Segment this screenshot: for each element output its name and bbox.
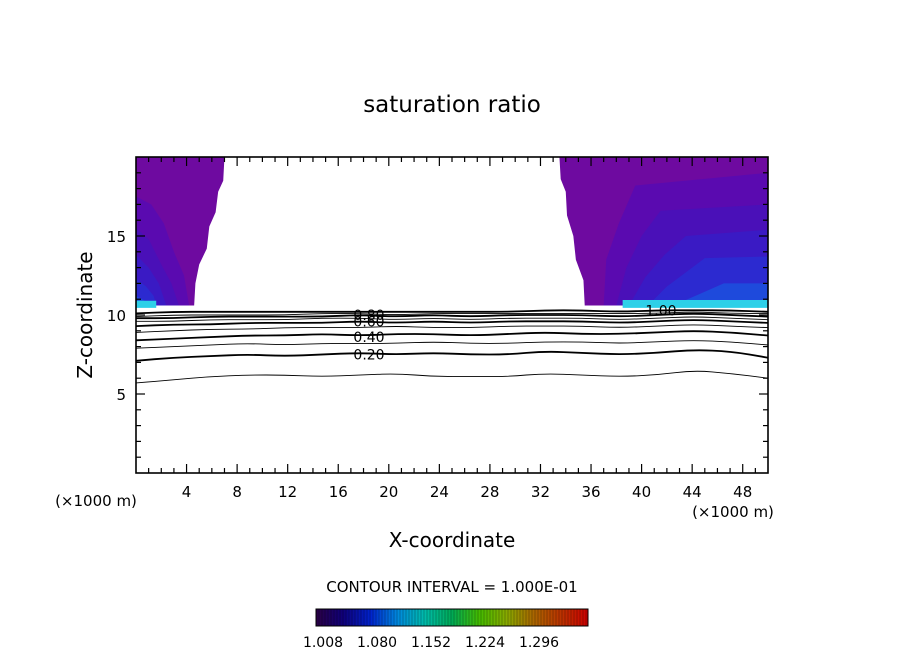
contour-label: 0.80 — [353, 308, 384, 324]
x-tick-label: 32 — [531, 483, 550, 501]
x-tick-label: 4 — [182, 483, 192, 501]
colorbar-frame — [315, 608, 589, 627]
contour-labels: 0.800.600.40 0.20 1.00 — [353, 303, 676, 363]
colorbar-labels: 1.008 1.080 1.152 1.224 1.296 — [303, 635, 559, 651]
contour-line — [135, 370, 769, 384]
left-fill-edge — [136, 300, 157, 308]
colorbar-label: 1.152 — [411, 635, 451, 651]
contour-label: 1.00 — [645, 303, 676, 319]
contour-label: 0.20 — [353, 348, 384, 364]
x-unit-left: (×1000 m) — [55, 492, 137, 510]
x-axis-label: X-coordinate — [389, 528, 516, 552]
x-tick-label: 16 — [329, 483, 348, 501]
colorbar — [315, 608, 589, 627]
contour-line — [135, 349, 769, 362]
contour-line — [135, 340, 769, 349]
colorbar-label: 1.224 — [465, 635, 505, 651]
contour-line — [135, 324, 769, 333]
contour-label: 0.60 — [353, 314, 384, 330]
y-tick-label: 5 — [116, 386, 126, 404]
x-tick-label: 36 — [581, 483, 600, 501]
contour-interval-note: CONTOUR INTERVAL = 1.000E-01 — [326, 578, 577, 596]
x-tick-label: 24 — [430, 483, 449, 501]
contour-line — [135, 330, 769, 342]
contour-line — [136, 312, 769, 320]
contour-line — [135, 316, 769, 322]
contour-line — [135, 311, 768, 318]
plot-area: 0.800.600.40 0.20 1.00 — [135, 156, 769, 474]
y-tick-label: 15 — [107, 228, 126, 246]
right-fill-edge — [622, 299, 768, 308]
x-tick-label: 8 — [232, 483, 242, 501]
colorbar-label: 1.080 — [357, 635, 397, 651]
axis-ticks — [136, 157, 768, 473]
contour-label: 0.40 — [353, 330, 384, 346]
y-tick-label: 10 — [107, 307, 126, 325]
x-tick-label: 40 — [632, 483, 651, 501]
chart-title: saturation ratio — [363, 92, 541, 118]
y-tick-labels: 5 10 15 — [107, 228, 126, 404]
contour-line — [135, 309, 769, 315]
colorbar-label: 1.296 — [519, 635, 559, 651]
y-axis-label: Z-coordinate — [73, 251, 97, 378]
x-tick-label: 28 — [480, 483, 499, 501]
contour-line — [135, 319, 769, 327]
x-tick-label: 48 — [733, 483, 752, 501]
x-tick-label: 12 — [278, 483, 297, 501]
x-tick-label: 44 — [683, 483, 702, 501]
x-tick-label: 20 — [379, 483, 398, 501]
x-unit-right: (×1000 m) — [692, 503, 774, 521]
contour-lines — [135, 309, 769, 384]
x-tick-labels: 4 8 12 16 20 24 28 32 36 40 44 48 — [182, 483, 752, 501]
supersaturation-fill — [136, 157, 768, 308]
colorbar-label: 1.008 — [303, 635, 343, 651]
